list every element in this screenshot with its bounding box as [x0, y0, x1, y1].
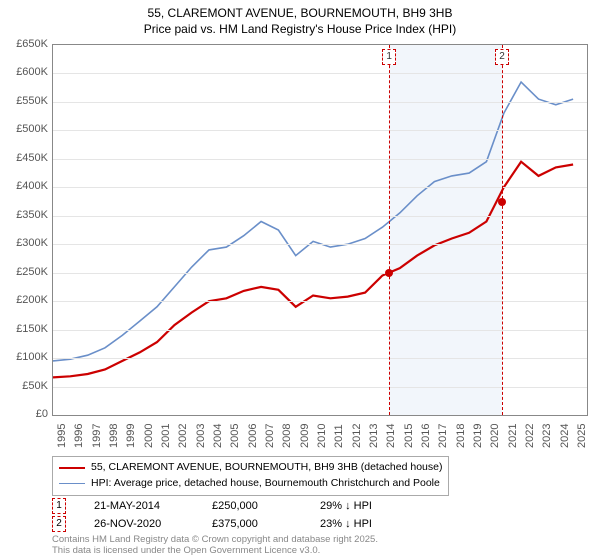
footer-line2: This data is licensed under the Open Gov… — [52, 545, 378, 556]
x-axis-label: 2010 — [316, 424, 328, 448]
x-axis-label: 1999 — [125, 424, 137, 448]
y-axis-label: £300K — [4, 237, 48, 249]
row-diff: 23% ↓ HPI — [320, 518, 372, 530]
x-axis-label: 2005 — [229, 424, 241, 448]
x-axis-label: 2003 — [195, 424, 207, 448]
y-gridline — [53, 130, 587, 131]
y-gridline — [53, 330, 587, 331]
transaction-table: 1 21-MAY-2014 £250,000 29% ↓ HPI 2 26-NO… — [52, 498, 372, 534]
x-axis-label: 2018 — [455, 424, 467, 448]
y-axis-label: £400K — [4, 180, 48, 192]
chart-title-line2: Price paid vs. HM Land Registry's House … — [0, 22, 600, 38]
y-gridline — [53, 102, 587, 103]
y-gridline — [53, 216, 587, 217]
y-axis-label: £50K — [4, 380, 48, 392]
x-axis-label: 2020 — [489, 424, 501, 448]
y-axis-label: £0 — [4, 408, 48, 420]
x-axis-label: 1998 — [108, 424, 120, 448]
x-axis-label: 2025 — [576, 424, 588, 448]
row-date: 26-NOV-2020 — [94, 518, 184, 530]
x-axis-label: 1995 — [56, 424, 68, 448]
x-axis-label: 2023 — [541, 424, 553, 448]
x-axis-label: 2008 — [281, 424, 293, 448]
marker-badge-1: 1 — [382, 49, 396, 65]
chart-plot-area: 12 — [52, 44, 588, 416]
series-line-hpi — [53, 82, 573, 361]
y-axis-label: £150K — [4, 323, 48, 335]
x-axis-label: 2001 — [160, 424, 172, 448]
row-price: £250,000 — [212, 500, 292, 512]
y-gridline — [53, 73, 587, 74]
x-axis-label: 2015 — [403, 424, 415, 448]
x-axis-label: 2024 — [559, 424, 571, 448]
x-axis-label: 2016 — [420, 424, 432, 448]
table-row: 2 26-NOV-2020 £375,000 23% ↓ HPI — [52, 516, 372, 532]
x-axis-label: 2012 — [351, 424, 363, 448]
table-row: 1 21-MAY-2014 £250,000 29% ↓ HPI — [52, 498, 372, 514]
legend-label-hpi: HPI: Average price, detached house, Bour… — [91, 476, 440, 492]
legend-label-property: 55, CLAREMONT AVENUE, BOURNEMOUTH, BH9 3… — [91, 460, 442, 476]
marker-vline-2 — [502, 45, 503, 415]
y-axis-label: £100K — [4, 351, 48, 363]
x-axis-label: 2022 — [524, 424, 536, 448]
y-axis-label: £600K — [4, 66, 48, 78]
legend: 55, CLAREMONT AVENUE, BOURNEMOUTH, BH9 3… — [52, 456, 449, 496]
y-axis-label: £550K — [4, 95, 48, 107]
row-price: £375,000 — [212, 518, 292, 530]
y-gridline — [53, 159, 587, 160]
y-gridline — [53, 387, 587, 388]
x-axis-label: 2017 — [437, 424, 449, 448]
x-axis-label: 2004 — [212, 424, 224, 448]
row-diff: 29% ↓ HPI — [320, 500, 372, 512]
x-axis-label: 2007 — [264, 424, 276, 448]
y-axis-label: £350K — [4, 209, 48, 221]
x-axis-label: 2002 — [177, 424, 189, 448]
chart-svg — [53, 45, 587, 415]
legend-item-hpi: HPI: Average price, detached house, Bour… — [59, 476, 442, 492]
marker-vline-1 — [389, 45, 390, 415]
x-axis-label: 1996 — [73, 424, 85, 448]
row-marker-2: 2 — [52, 516, 66, 532]
y-axis-label: £200K — [4, 294, 48, 306]
legend-swatch-property — [59, 467, 85, 469]
x-axis-label: 1997 — [91, 424, 103, 448]
legend-item-property: 55, CLAREMONT AVENUE, BOURNEMOUTH, BH9 3… — [59, 460, 442, 476]
x-axis-label: 2009 — [299, 424, 311, 448]
footer-line1: Contains HM Land Registry data © Crown c… — [52, 534, 378, 545]
x-axis-label: 2014 — [385, 424, 397, 448]
chart-title-line1: 55, CLAREMONT AVENUE, BOURNEMOUTH, BH9 3… — [0, 6, 600, 22]
row-date: 21-MAY-2014 — [94, 500, 184, 512]
y-gridline — [53, 358, 587, 359]
x-axis-label: 2019 — [472, 424, 484, 448]
legend-swatch-hpi — [59, 483, 85, 484]
y-gridline — [53, 301, 587, 302]
x-axis-label: 2011 — [333, 424, 345, 448]
x-axis-label: 2006 — [247, 424, 259, 448]
y-gridline — [53, 244, 587, 245]
y-gridline — [53, 273, 587, 274]
x-axis-label: 2013 — [368, 424, 380, 448]
y-axis-label: £250K — [4, 266, 48, 278]
marker-badge-2: 2 — [495, 49, 509, 65]
series-line-property — [53, 162, 573, 378]
marker-dot-1 — [385, 269, 393, 277]
y-axis-label: £650K — [4, 38, 48, 50]
marker-dot-2 — [498, 198, 506, 206]
row-marker-1: 1 — [52, 498, 66, 514]
y-axis-label: £450K — [4, 152, 48, 164]
x-axis-label: 2000 — [143, 424, 155, 448]
footer-attribution: Contains HM Land Registry data © Crown c… — [52, 534, 378, 557]
y-axis-label: £500K — [4, 123, 48, 135]
y-gridline — [53, 187, 587, 188]
x-axis-label: 2021 — [507, 424, 519, 448]
